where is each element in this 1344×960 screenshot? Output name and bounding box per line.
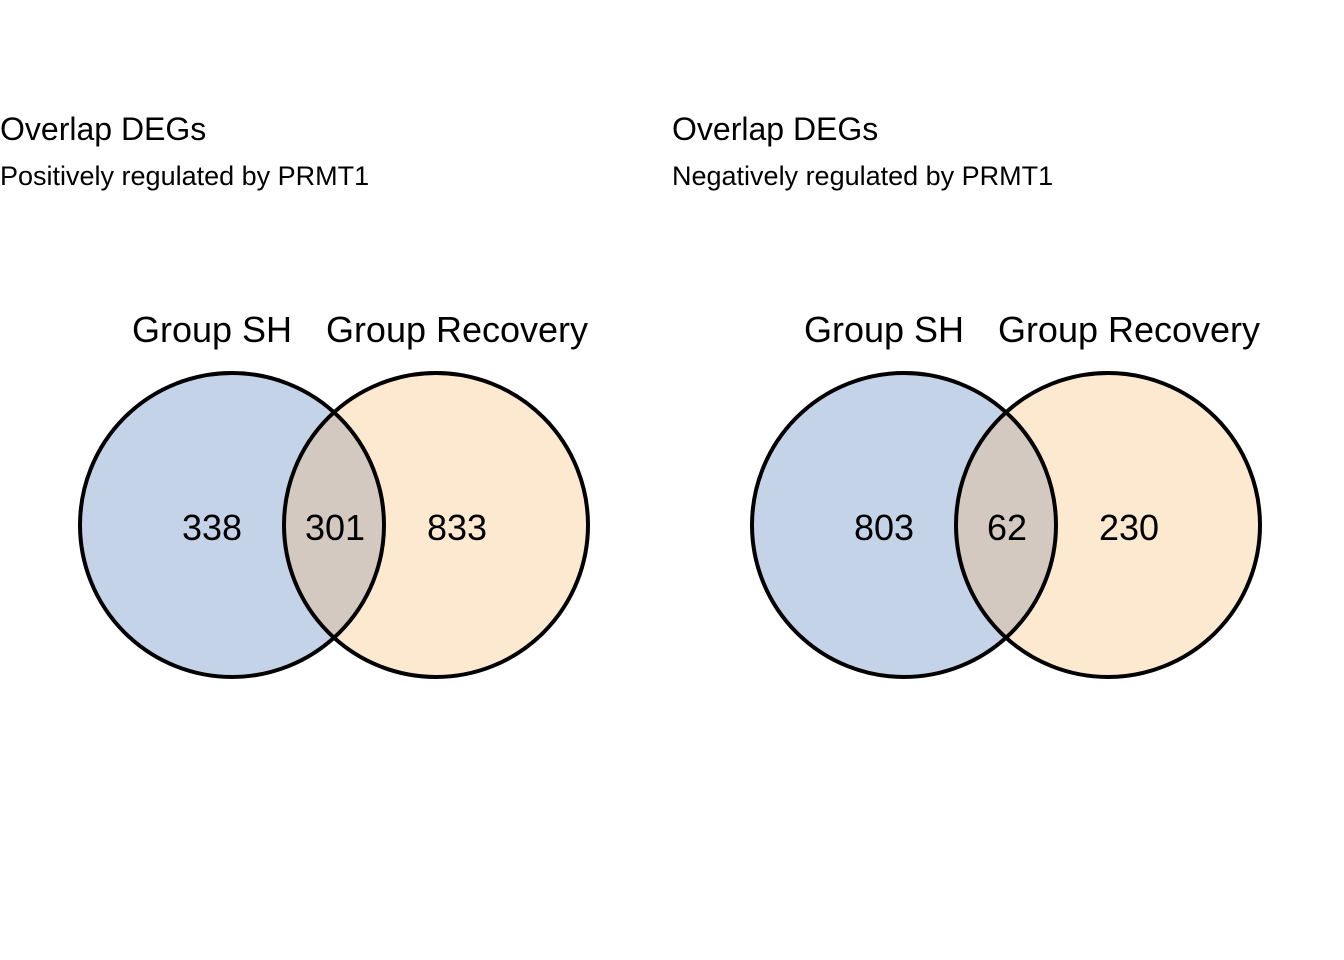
set-b-outline [954, 371, 1262, 679]
set-a-label: Group SH [804, 309, 964, 350]
set-b-outline [282, 371, 590, 679]
venn-diagram: Group SH Group Recovery 803 62 230 [750, 309, 1262, 679]
venn-diagram: Group SH Group Recovery 338 301 833 [78, 309, 590, 679]
overlap-count: 301 [305, 507, 365, 548]
overlap-region [284, 373, 384, 677]
set-a-only-count: 338 [182, 507, 242, 548]
set-a-outline [78, 371, 386, 679]
panel-subtitle: Negatively regulated by PRMT1 [672, 161, 1054, 191]
venn-panel-negative: Group SH Group Recovery 803 62 230 Overl… [672, 0, 1344, 960]
set-b-label: Group Recovery [998, 309, 1260, 350]
overlap-count: 62 [987, 507, 1027, 548]
venn-panel-positive: Group SH Group Recovery 338 301 833 Over… [0, 111, 590, 679]
panel-subtitle: Positively regulated by PRMT1 [0, 161, 370, 191]
set-a-outline [750, 371, 1058, 679]
set-a-only-count: 803 [854, 507, 914, 548]
set-b-only-count: 230 [1099, 507, 1159, 548]
panel-title: Overlap DEGs [0, 111, 207, 147]
set-a-label: Group SH [132, 309, 292, 350]
panel-title: Overlap DEGs [672, 111, 879, 147]
set-b-only-count: 833 [427, 507, 487, 548]
set-b-label: Group Recovery [326, 309, 588, 350]
overlap-region [956, 373, 1056, 677]
